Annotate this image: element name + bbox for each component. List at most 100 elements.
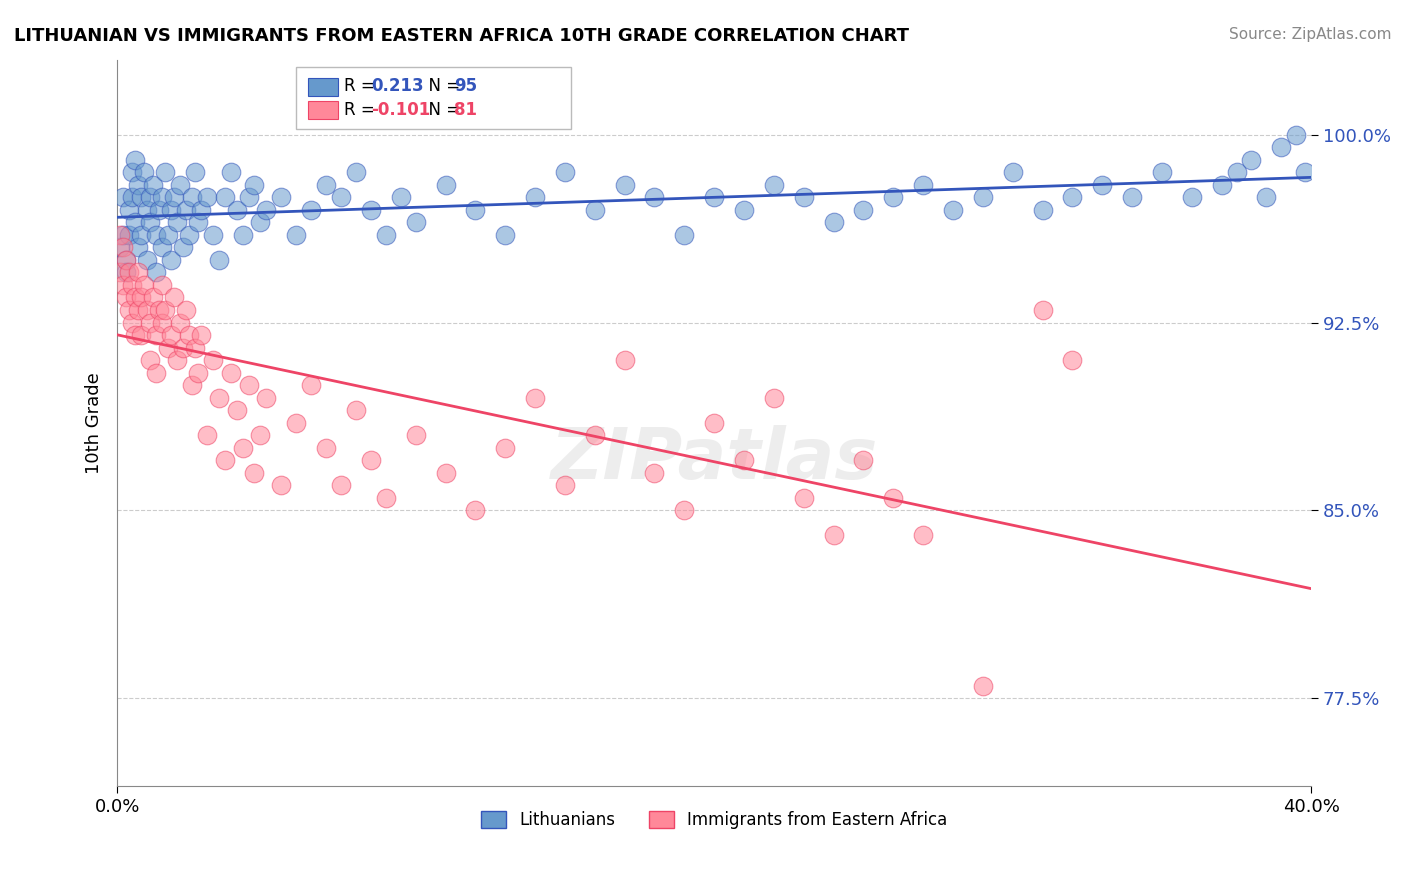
Point [249, 428, 271, 442]
Text: -0.101: -0.101 [371, 101, 430, 119]
Point [225, 202, 247, 217]
Point [129, 291, 152, 305]
Point [129, 227, 152, 242]
Point [127, 265, 149, 279]
Point [108, 265, 131, 279]
Point [112, 240, 135, 254]
Point [494, 441, 516, 455]
Point [136, 252, 159, 267]
Point [285, 227, 308, 242]
Text: ZIPatlas: ZIPatlas [551, 425, 877, 493]
Point [733, 202, 755, 217]
Point [219, 366, 242, 380]
Bar [308, 101, 337, 120]
Text: 0.213: 0.213 [371, 78, 425, 95]
Point [163, 190, 186, 204]
Text: Source: ZipAtlas.com: Source: ZipAtlas.com [1229, 27, 1392, 42]
Y-axis label: 10th Grade: 10th Grade [86, 372, 103, 474]
Point [150, 190, 173, 204]
Point [524, 391, 547, 405]
Point [118, 265, 141, 279]
Point [150, 277, 173, 292]
Point [163, 291, 186, 305]
Point [1001, 165, 1024, 179]
Point [124, 215, 146, 229]
Point [1031, 202, 1053, 217]
Point [524, 190, 547, 204]
Point [112, 227, 135, 242]
Point [153, 303, 176, 318]
Point [882, 491, 904, 505]
Point [150, 316, 173, 330]
Point [643, 466, 665, 480]
Point [201, 353, 224, 368]
Point [172, 240, 194, 254]
Point [1121, 190, 1143, 204]
Point [174, 202, 197, 217]
Point [115, 265, 138, 279]
Point [270, 190, 292, 204]
Point [115, 252, 138, 267]
Point [1062, 190, 1084, 204]
Point [169, 316, 191, 330]
Point [1091, 178, 1114, 192]
Point [121, 165, 143, 179]
Point [256, 202, 278, 217]
Point [1285, 128, 1308, 142]
Point [129, 328, 152, 343]
Point [127, 303, 149, 318]
Point [315, 441, 337, 455]
Point [166, 353, 188, 368]
Point [330, 478, 353, 492]
Point [195, 428, 218, 442]
Point [115, 252, 138, 267]
Point [613, 353, 636, 368]
Bar [308, 78, 337, 96]
Point [160, 328, 183, 343]
Point [115, 291, 138, 305]
Point [121, 277, 143, 292]
Point [214, 453, 236, 467]
Point [160, 202, 183, 217]
Point [121, 316, 143, 330]
Point [389, 190, 412, 204]
Point [132, 165, 155, 179]
Point [139, 353, 162, 368]
Point [344, 403, 367, 417]
Text: R =: R = [344, 101, 380, 119]
Point [187, 366, 209, 380]
Point [124, 291, 146, 305]
Text: LITHUANIAN VS IMMIGRANTS FROM EASTERN AFRICA 10TH GRADE CORRELATION CHART: LITHUANIAN VS IMMIGRANTS FROM EASTERN AF… [14, 27, 910, 45]
Point [1181, 190, 1204, 204]
Point [145, 328, 167, 343]
Point [299, 202, 322, 217]
Point [554, 478, 576, 492]
Point [972, 679, 994, 693]
FancyBboxPatch shape [297, 67, 571, 128]
Point [583, 202, 606, 217]
Point [882, 190, 904, 204]
Point [762, 178, 785, 192]
Text: 81: 81 [454, 101, 477, 119]
Point [793, 190, 815, 204]
Text: N =: N = [418, 101, 465, 119]
Point [139, 190, 162, 204]
Point [118, 227, 141, 242]
Point [139, 316, 162, 330]
Point [238, 190, 260, 204]
Point [912, 528, 935, 542]
Point [270, 478, 292, 492]
Point [136, 303, 159, 318]
Point [703, 416, 725, 430]
Point [153, 165, 176, 179]
Point [285, 416, 308, 430]
Point [583, 428, 606, 442]
Point [184, 165, 207, 179]
Point [256, 391, 278, 405]
Point [201, 227, 224, 242]
Point [160, 252, 183, 267]
Point [405, 215, 427, 229]
Point [1240, 153, 1263, 167]
Point [124, 153, 146, 167]
Point [208, 252, 231, 267]
